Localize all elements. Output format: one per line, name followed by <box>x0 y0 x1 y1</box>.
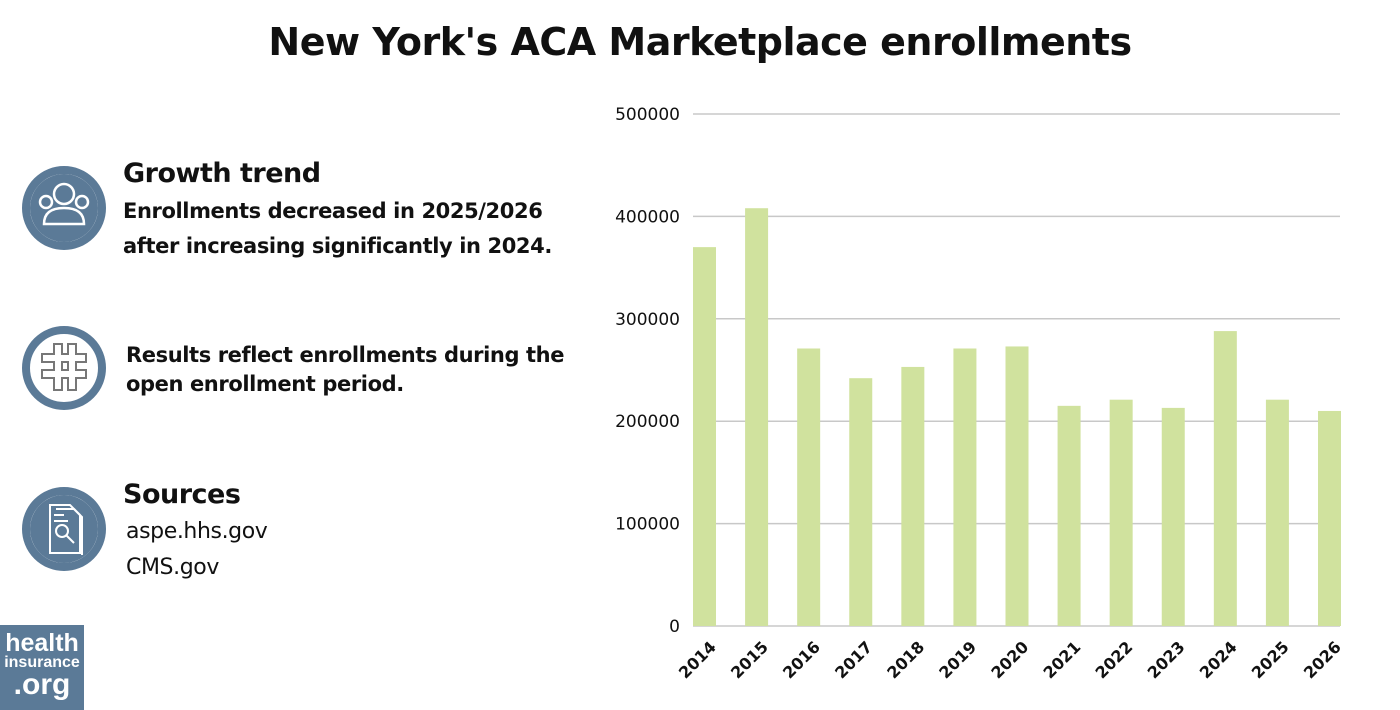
bar-2014 <box>693 247 716 626</box>
x-tick-label: 2025 <box>1248 637 1293 682</box>
people-icon <box>22 166 106 250</box>
x-tick-label: 2020 <box>987 637 1032 682</box>
bar-2023 <box>1161 407 1185 626</box>
bar-2020 <box>1005 346 1029 626</box>
bar-2026 <box>1318 410 1341 626</box>
x-tick-label: 2026 <box>1300 637 1345 682</box>
hashtag-icon <box>22 326 106 410</box>
growth-line-2: after increasing significantly in 2024. <box>123 234 552 258</box>
y-tick-label: 100000 <box>615 515 680 535</box>
source-link-aspe[interactable]: aspe.hhs.gov <box>126 519 268 544</box>
chart-title: New York's ACA Marketplace enrollments <box>268 20 1132 64</box>
bar-2018 <box>901 366 925 626</box>
x-tick-label: 2024 <box>1196 637 1241 682</box>
document-search-icon <box>22 487 106 571</box>
x-tick-label: 2022 <box>1092 637 1137 682</box>
x-tick-label: 2014 <box>675 637 720 682</box>
x-tick-label: 2019 <box>935 637 980 682</box>
bar-2016 <box>797 348 821 626</box>
x-tick-label: 2023 <box>1144 637 1189 682</box>
sources-heading: Sources <box>123 479 241 510</box>
bar-2019 <box>953 348 977 626</box>
y-tick-label: 200000 <box>615 412 680 432</box>
note-line-2: open enrollment period. <box>126 372 404 396</box>
bar-2025 <box>1265 399 1289 626</box>
healthinsurance-org-logo: health insurance .org <box>0 625 84 710</box>
growth-heading: Growth trend <box>123 158 321 189</box>
source-link-cms[interactable]: CMS.gov <box>126 555 219 580</box>
x-tick-label: 2017 <box>831 637 876 682</box>
bar-2021 <box>1057 405 1081 626</box>
bar-2017 <box>849 378 873 626</box>
y-tick-label: 300000 <box>615 310 680 330</box>
bar-2024 <box>1213 331 1237 626</box>
x-tick-label: 2021 <box>1039 637 1084 682</box>
x-tick-label: 2018 <box>883 637 928 682</box>
bar-2022 <box>1109 399 1133 626</box>
y-tick-label: 0 <box>669 617 680 637</box>
note-line-1: Results reflect enrollments during the <box>126 343 565 367</box>
growth-line-1: Enrollments decreased in 2025/2026 <box>123 199 543 223</box>
x-tick-label: 2016 <box>779 637 824 682</box>
y-tick-label: 500000 <box>615 105 680 125</box>
bar-2015 <box>745 208 769 626</box>
x-tick-label: 2015 <box>727 637 772 682</box>
y-tick-label: 400000 <box>615 207 680 227</box>
